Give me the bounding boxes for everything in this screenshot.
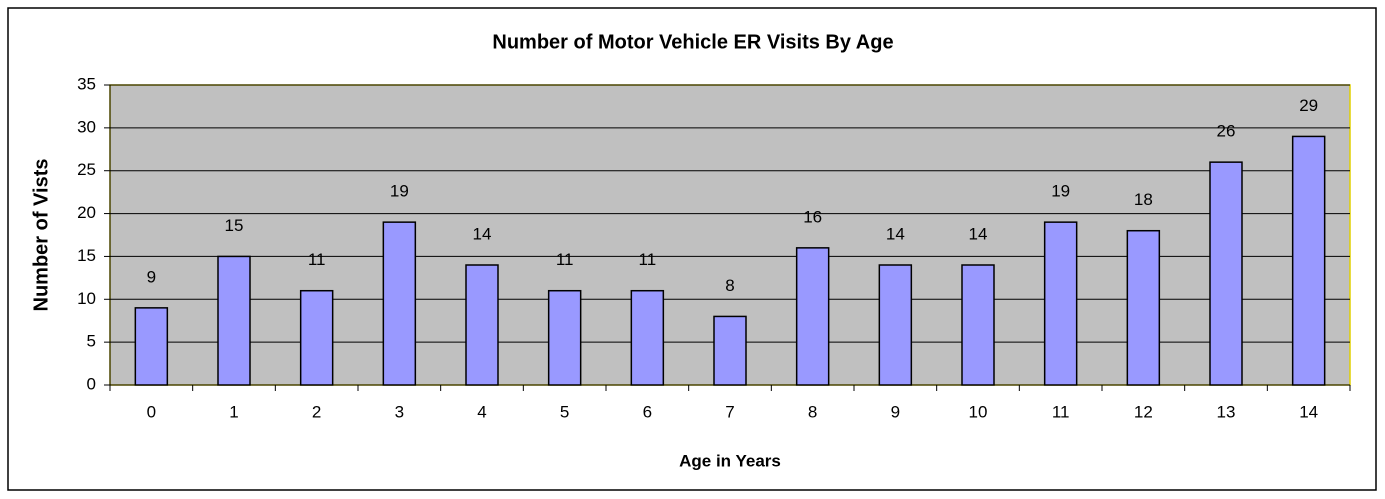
- bar: [547, 289, 582, 386]
- y-tick-label: 30: [77, 117, 96, 136]
- data-label: 15: [225, 216, 244, 235]
- x-tick-label: 5: [560, 402, 569, 421]
- data-label: 11: [308, 250, 326, 269]
- y-tick-label: 35: [77, 74, 96, 93]
- bar: [961, 264, 995, 386]
- x-tick-label: 14: [1299, 402, 1318, 421]
- x-tick-label: 12: [1134, 402, 1153, 421]
- x-axis-title: Age in Years: [679, 451, 781, 470]
- data-label: 14: [473, 224, 492, 243]
- x-tick-label: 2: [312, 402, 321, 421]
- x-tick-label: 0: [147, 402, 156, 421]
- bar: [1209, 161, 1243, 386]
- bar: [299, 289, 334, 386]
- data-label: 29: [1299, 96, 1318, 115]
- x-tick-label: 10: [969, 402, 988, 421]
- data-label: 8: [725, 276, 734, 295]
- y-tick-label: 5: [87, 332, 96, 351]
- x-tick-label: 3: [395, 402, 404, 421]
- bar: [630, 289, 665, 386]
- x-tick-label: 4: [477, 402, 486, 421]
- data-label: 16: [803, 207, 822, 226]
- bar: [217, 255, 251, 386]
- data-label: 26: [1217, 122, 1236, 141]
- y-tick-label: 20: [77, 203, 96, 222]
- bar: [878, 264, 913, 386]
- data-label: 18: [1134, 190, 1153, 209]
- bar: [1126, 229, 1161, 386]
- data-label: 11: [556, 250, 574, 269]
- y-tick-label: 0: [87, 374, 96, 393]
- bar: [1291, 135, 1326, 386]
- bar: [382, 221, 417, 386]
- bar: [795, 247, 830, 386]
- bar: [134, 307, 169, 386]
- x-tick-label: 7: [725, 402, 734, 421]
- data-label: 11: [639, 250, 657, 269]
- x-tick-label: 1: [229, 402, 238, 421]
- x-tick-label: 8: [808, 402, 817, 421]
- y-tick-label: 15: [77, 246, 96, 265]
- x-tick-label: 6: [643, 402, 652, 421]
- bar: [1043, 221, 1078, 386]
- x-tick-label: 9: [891, 402, 900, 421]
- y-axis-title: Number of Vists: [30, 159, 52, 312]
- data-label: 19: [1051, 182, 1070, 201]
- x-tick-label: 13: [1217, 402, 1236, 421]
- chart-title: Number of Motor Vehicle ER Visits By Age: [492, 31, 893, 53]
- data-label: 14: [886, 224, 905, 243]
- data-label: 9: [147, 267, 156, 286]
- data-label: 14: [969, 224, 988, 243]
- bar: [465, 264, 499, 386]
- y-tick-label: 10: [77, 289, 96, 308]
- data-label: 19: [390, 182, 409, 201]
- bar: [713, 315, 747, 386]
- x-tick-label: 11: [1052, 402, 1070, 421]
- y-tick-label: 25: [77, 160, 96, 179]
